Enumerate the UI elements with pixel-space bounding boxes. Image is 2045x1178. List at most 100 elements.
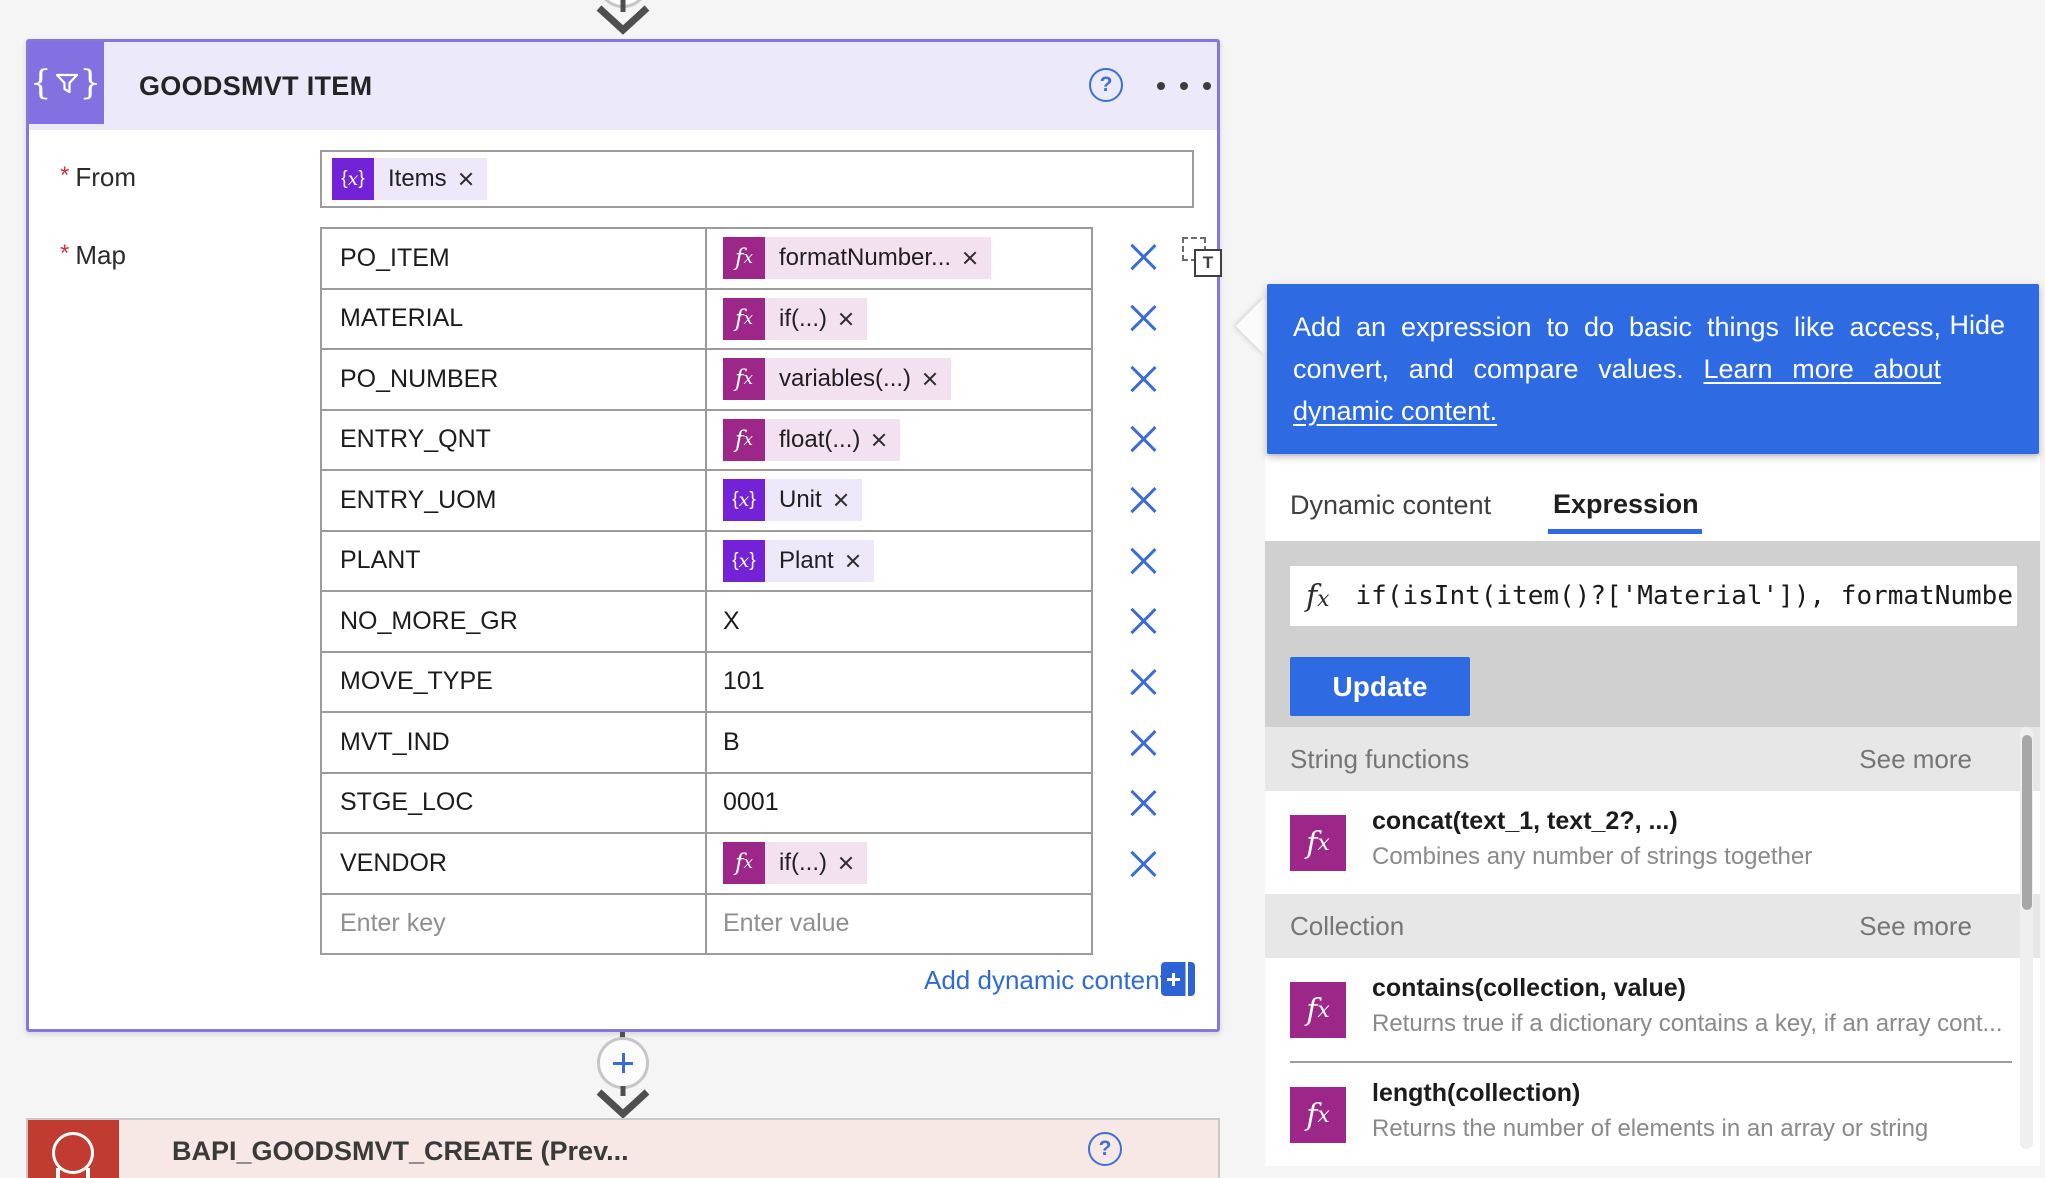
menu-ellipsis-icon[interactable] xyxy=(1157,82,1211,90)
remove-token-icon[interactable] xyxy=(839,312,853,326)
action-card-bapi-goodsmvt-create[interactable]: BAPI_GOODSMVT_CREATE (Prev... ? xyxy=(26,1118,1220,1178)
map-value-cell[interactable]: f x formatNumber... xyxy=(707,229,1091,288)
delete-row-button[interactable] xyxy=(1128,727,1158,757)
expression-input[interactable]: fx if(isInt(item()?['Material']), format… xyxy=(1290,566,2017,626)
scrollbar-thumb[interactable] xyxy=(2021,735,2032,910)
update-button[interactable]: Update xyxy=(1290,657,1470,716)
delete-row-button[interactable] xyxy=(1128,787,1158,817)
map-value-cell[interactable]: {x} Unit xyxy=(707,471,1091,530)
expression-token[interactable]: f x float(...) xyxy=(723,418,901,461)
map-value-cell[interactable]: f x float(...) xyxy=(707,411,1091,470)
switch-to-text-mode-icon[interactable]: T xyxy=(1182,237,1222,278)
add-dynamic-content-button[interactable] xyxy=(1161,962,1195,996)
map-key-cell[interactable]: Enter key xyxy=(322,894,707,953)
delete-row-button[interactable] xyxy=(1128,363,1158,393)
map-key-cell[interactable]: STGE_LOC xyxy=(322,773,707,832)
delete-row-button[interactable] xyxy=(1128,848,1158,878)
map-value-cell[interactable]: 0001 xyxy=(707,774,1091,833)
map-value-cell[interactable]: B xyxy=(707,713,1091,772)
items-token[interactable]: {x} Items xyxy=(332,158,487,200)
help-icon[interactable]: ? xyxy=(1089,68,1123,102)
map-value-cell[interactable]: f x variables(...) xyxy=(707,350,1091,409)
section-header: String functions xyxy=(1290,743,1470,774)
map-value-cell[interactable]: {x} Plant xyxy=(707,532,1091,591)
map-key-cell[interactable]: PO_NUMBER xyxy=(322,350,707,409)
map-key: PLANT xyxy=(340,546,421,575)
map-label: * Map xyxy=(60,240,126,270)
learn-more-link[interactable]: dynamic content. xyxy=(1293,396,1498,426)
map-value-cell[interactable]: Enter value xyxy=(707,895,1091,954)
map-key: VENDOR xyxy=(340,848,447,877)
see-more-link[interactable]: See more xyxy=(1859,910,1972,941)
map-key-cell[interactable]: PLANT xyxy=(322,531,707,590)
remove-token-icon[interactable] xyxy=(839,856,853,870)
map-key-cell[interactable]: ENTRY_QNT xyxy=(322,410,707,469)
map-key-cell[interactable]: MOVE_TYPE xyxy=(322,652,707,711)
learn-more-link[interactable]: Learn more about xyxy=(1703,354,1941,384)
map-key-cell[interactable]: PO_ITEM xyxy=(322,229,707,288)
map-key: MVT_IND xyxy=(340,727,450,756)
map-row: MVT_IND B xyxy=(322,713,1091,774)
section-header-band: String functions See more xyxy=(1265,727,2040,791)
from-label: * From xyxy=(60,162,137,192)
active-tab-underline xyxy=(1548,529,1702,534)
delete-row-button[interactable] xyxy=(1128,484,1158,514)
hide-button[interactable]: Hide xyxy=(1949,310,2005,340)
expression-token[interactable]: f x formatNumber... xyxy=(723,237,992,280)
variable-token[interactable]: {x} Unit xyxy=(723,479,862,522)
map-value-cell[interactable]: X xyxy=(707,592,1091,651)
remove-token-icon[interactable] xyxy=(846,554,860,568)
delete-row-button[interactable] xyxy=(1128,423,1158,453)
map-value-cell[interactable]: f x if(...) xyxy=(707,290,1091,349)
map-key-cell[interactable]: VENDOR xyxy=(322,834,707,893)
map-row: MATERIAL f x if(...) xyxy=(322,289,1091,350)
map-value-cell[interactable]: f x if(...) xyxy=(707,834,1091,893)
token-pill: float(...) xyxy=(765,418,901,461)
required-asterisk: * xyxy=(60,162,70,189)
remove-token-icon[interactable] xyxy=(834,493,848,507)
remove-token-icon[interactable] xyxy=(923,372,937,386)
remove-token-icon[interactable] xyxy=(459,172,473,186)
delete-row-button[interactable] xyxy=(1128,302,1158,332)
delete-row-button[interactable] xyxy=(1128,241,1158,271)
variable-token[interactable]: {x} Plant xyxy=(723,539,874,582)
help-icon[interactable]: ? xyxy=(1088,1132,1122,1166)
token-label: if(...) xyxy=(779,304,827,332)
expression-teaching-callout: Add an expression to do basic things lik… xyxy=(1267,284,2039,454)
function-list-item[interactable]: f x length(collection) Returns the number o… xyxy=(1265,1063,2040,1166)
callout-text-line1: Add an expression to do basic things lik… xyxy=(1293,312,1941,342)
see-more-link[interactable]: See more xyxy=(1859,743,1972,774)
tab-expression[interactable]: Expression xyxy=(1553,489,1699,519)
delete-row-button[interactable] xyxy=(1128,605,1158,635)
expression-token[interactable]: f x if(...) xyxy=(723,842,867,885)
map-value-text: 0001 xyxy=(723,788,779,817)
tab-dynamic-content[interactable]: Dynamic content xyxy=(1290,490,1492,520)
delete-row-button[interactable] xyxy=(1128,545,1158,575)
map-key-cell[interactable]: MVT_IND xyxy=(322,713,707,772)
arrow-down-icon xyxy=(596,1086,650,1119)
insert-step-button[interactable] xyxy=(597,1037,649,1089)
token-label: formatNumber... xyxy=(779,244,952,272)
add-dynamic-content-link[interactable]: Add dynamic content xyxy=(924,965,1167,995)
remove-token-icon[interactable] xyxy=(872,433,886,447)
from-input[interactable]: {x} Items xyxy=(320,150,1194,208)
map-value-cell[interactable]: 101 xyxy=(707,653,1091,712)
map-key-cell[interactable]: MATERIAL xyxy=(322,289,707,348)
expression-token[interactable]: f x variables(...) xyxy=(723,358,952,401)
function-list-item[interactable]: f x contains(collection, value) Returns tru… xyxy=(1265,958,2040,1061)
map-key-cell[interactable]: NO_MORE_GR xyxy=(322,592,707,651)
variable-token-icon: {x} xyxy=(723,479,765,522)
expression-token[interactable]: f x if(...) xyxy=(723,297,867,340)
function-list-item[interactable]: f x concat(text_1, text_2?, ...) Combines a… xyxy=(1265,791,2040,894)
token-label: Unit xyxy=(779,486,822,514)
action-card-header[interactable]: {} GOODSMVT ITEM ? xyxy=(29,42,1217,130)
map-key-cell[interactable]: ENTRY_UOM xyxy=(322,471,707,530)
remove-token-icon[interactable] xyxy=(963,251,977,265)
required-asterisk: * xyxy=(60,240,70,267)
delete-row-button[interactable] xyxy=(1128,666,1158,696)
